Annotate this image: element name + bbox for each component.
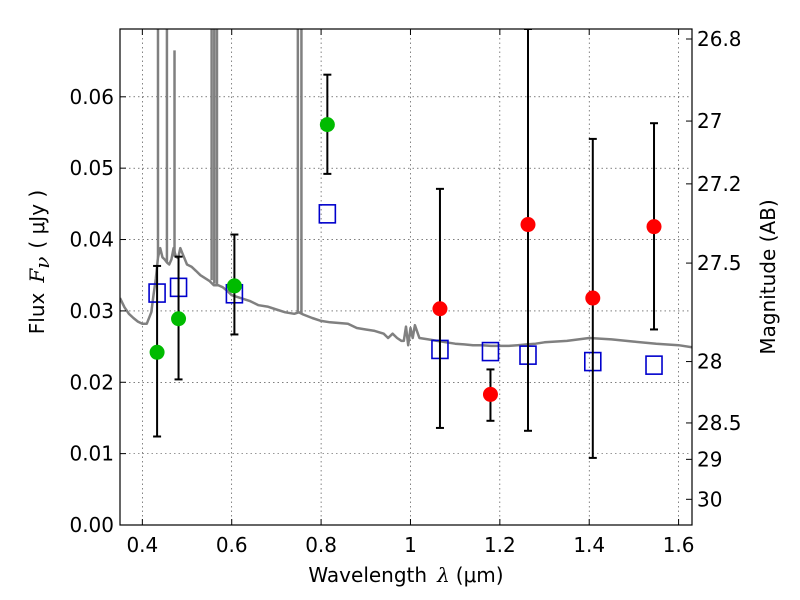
nir-detection-point — [646, 219, 662, 235]
model-photometry-square — [481, 341, 500, 362]
y2-tick-label: 29 — [697, 447, 722, 471]
x-tick-label: 1.2 — [484, 533, 516, 557]
tick-labels: 0.4 0.6 0.8 1 1.2 1.4 1.6 0.00 0.01 0.02 0.03 0.04 0… — [69, 27, 741, 557]
model-photometry-square — [645, 355, 663, 375]
plot-background — [120, 29, 692, 525]
y2-tick-label: 27.2 — [697, 172, 742, 196]
y2-tick-label: 28 — [697, 350, 722, 374]
data-marks — [120, 29, 692, 459]
x-tick-label: 0.4 — [126, 533, 158, 557]
x-tick-label: 1.6 — [663, 533, 695, 557]
y-tick-label: 0.06 — [69, 85, 114, 109]
x-tick-label: 0.8 — [305, 533, 337, 557]
y2-tick-label: 30 — [697, 487, 722, 511]
x-tick-label: 0.6 — [216, 533, 248, 557]
optical-detection-point — [226, 278, 242, 294]
optical-detection-point — [171, 311, 187, 327]
y-tick-label: 0.01 — [69, 442, 114, 466]
x-tick-label: 1.4 — [573, 533, 605, 557]
optical-detection-point — [149, 344, 165, 360]
y-tick-label: 0.00 — [69, 513, 114, 537]
y2-tick-label: 26.8 — [697, 27, 742, 51]
y2-tick-label: 27 — [697, 109, 722, 133]
model-photometry-square — [318, 204, 337, 224]
y-tick-label: 0.05 — [69, 156, 114, 180]
nir-detection-point — [482, 386, 498, 402]
plot-frame — [119, 28, 693, 526]
nir-detection-point — [585, 290, 601, 306]
y-tick-label: 0.04 — [69, 228, 114, 252]
axis-ticks — [120, 29, 692, 526]
y2-axis-label: Magnitude (AB) — [756, 199, 780, 354]
x-tick-label: 1 — [404, 533, 417, 557]
optical-detection-point — [319, 117, 335, 133]
y-tick-label: 0.02 — [69, 370, 114, 394]
y2-tick-label: 27.5 — [697, 251, 742, 275]
nir-detection-point — [520, 217, 536, 233]
y-axis-label: FluxFν( μJy ) — [25, 190, 54, 334]
y2-tick-label: 28.5 — [697, 411, 742, 435]
x-axis-label: Wavelength λ (μm) — [308, 563, 503, 587]
y-tick-label: 0.03 — [69, 299, 114, 323]
nir-detection-point — [432, 301, 448, 317]
